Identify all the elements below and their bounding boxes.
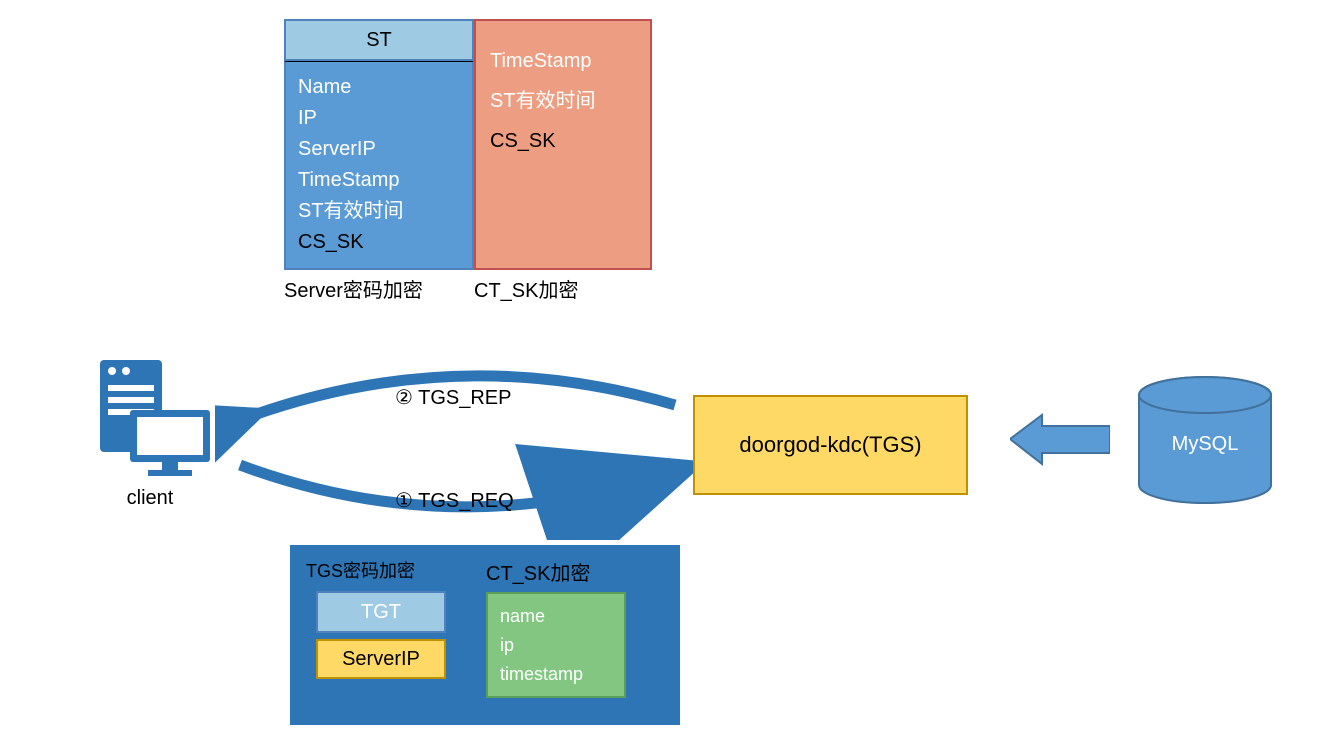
client-icon [80,355,220,480]
tgt-label: TGT [361,601,401,624]
ctsk-enc-item: timestamp [500,660,612,689]
st-caption: Server密码加密 [284,274,474,303]
st-header-label: ST [366,29,392,52]
st-item: Name [298,72,460,103]
ctsk-item: TimeStamp [490,41,636,81]
ctsk-enc-item: ip [500,631,612,660]
ctsk-item: ST有效时间 [490,81,636,121]
st-column: ST Name IP ServerIP TimeStamp ST有效时间 CS_… [284,19,474,270]
ctsk-enc-group: CT_SK加密 name ip timestamp [486,557,656,709]
ctsk-enc-title: CT_SK加密 [486,557,656,586]
st-item: CS_SK [298,227,460,258]
st-body: Name IP ServerIP TimeStamp ST有效时间 CS_SK [284,61,474,270]
tgs-rep-label: ② TGS_REP [395,385,511,410]
ctsk-column: TimeStamp ST有效时间 CS_SK [474,19,652,270]
st-item: TimeStamp [298,165,460,196]
ctsk-enc-box: name ip timestamp [486,592,626,698]
bottom-request-box: TGS密码加密 TGT ServerIP CT_SK加密 name ip tim… [290,545,680,725]
tgt-box: TGT [316,591,446,633]
client-node: client [80,355,220,510]
top-response-box: ST Name IP ServerIP TimeStamp ST有效时间 CS_… [284,19,652,303]
tgs-enc-title: TGS密码加密 [306,557,456,583]
kdc-box: doorgod-kdc(TGS) [693,395,968,495]
st-item: ServerIP [298,134,460,165]
mysql-to-kdc-arrow [1010,412,1110,467]
st-item: ST有效时间 [298,196,460,227]
st-header: ST [284,19,474,61]
ctsk-item: CS_SK [490,121,636,161]
mysql-node: MySQL [1135,375,1275,505]
mysql-label: MySQL [1135,433,1275,456]
serverip-label: ServerIP [342,648,420,671]
serverip-box: ServerIP [316,639,446,679]
tgs-enc-group: TGS密码加密 TGT ServerIP [306,557,456,709]
ctsk-caption: CT_SK加密 [474,274,652,303]
client-label: client [80,487,220,510]
st-item: IP [298,103,460,134]
ctsk-enc-item: name [500,602,612,631]
tgs-req-label: ① TGS_REQ [395,488,514,513]
kdc-label: doorgod-kdc(TGS) [739,432,921,458]
